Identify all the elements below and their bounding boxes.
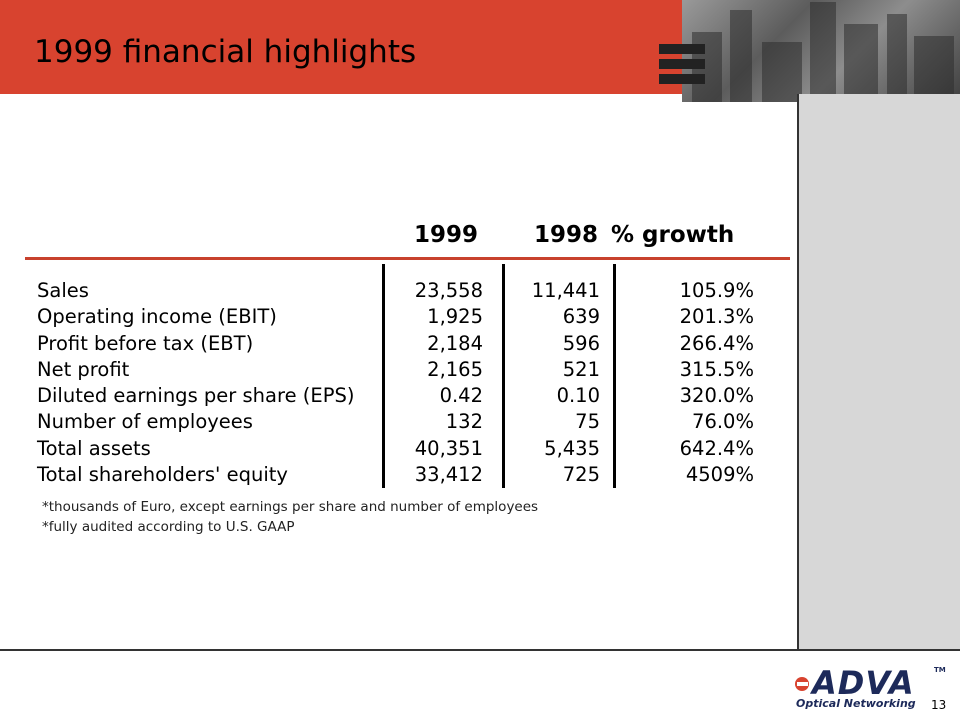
column-divider: [613, 264, 616, 488]
page-number: 13: [931, 698, 947, 712]
table-row: Total assets 40,351 5,435 642.4%: [0, 437, 790, 463]
value-1999: 1,925: [427, 305, 483, 328]
footer-divider: [0, 649, 960, 651]
value-1999: 2,165: [427, 358, 483, 381]
value-1999: 33,412: [414, 463, 483, 486]
adva-logo-mark-icon: [795, 677, 809, 691]
value-1998: 11,441: [531, 279, 600, 302]
value-growth: 105.9%: [679, 279, 754, 302]
header-divider: [25, 257, 790, 260]
city-skyline-photo: [682, 0, 960, 102]
adva-tagline: Optical Networking: [796, 697, 916, 710]
table-row: Profit before tax (EBT) 2,184 596 266.4%: [0, 332, 790, 358]
value-growth: 266.4%: [679, 332, 754, 355]
value-1998: 5,435: [544, 437, 600, 460]
value-growth: 4509%: [685, 463, 754, 486]
row-label: Total assets: [37, 437, 151, 460]
row-label: Sales: [37, 279, 89, 302]
value-growth: 76.0%: [692, 410, 754, 433]
value-growth: 642.4%: [679, 437, 754, 460]
title-band: [0, 0, 690, 94]
table-row: Net profit 2,165 521 315.5%: [0, 358, 790, 384]
column-divider: [382, 264, 385, 488]
adva-logo: ADVA TM Optical Networking: [792, 664, 946, 714]
value-growth: 201.3%: [679, 305, 754, 328]
adva-logo-word: ADVA: [812, 664, 915, 702]
adva-trademark: TM: [934, 666, 946, 674]
value-1998: 596: [562, 332, 600, 355]
row-label: Total shareholders' equity: [37, 463, 288, 486]
row-label: Operating income (EBIT): [37, 305, 277, 328]
value-1999: 0.42: [439, 384, 483, 407]
row-label: Number of employees: [37, 410, 253, 433]
footnote: *fully audited according to U.S. GAAP: [42, 519, 295, 535]
value-growth: 320.0%: [679, 384, 754, 407]
value-1999: 23,558: [414, 279, 483, 302]
three-bars-icon: [659, 44, 705, 88]
value-1998: 639: [562, 305, 600, 328]
column-header-growth: % growth: [611, 222, 735, 248]
row-label: Profit before tax (EBT): [37, 332, 254, 355]
value-1998: 521: [562, 358, 600, 381]
table-row: Diluted earnings per share (EPS) 0.42 0.…: [0, 384, 790, 410]
footnotes: *thousands of Euro, except earnings per …: [42, 497, 538, 537]
table-row: Number of employees 132 75 76.0%: [0, 410, 790, 436]
row-label: Diluted earnings per share (EPS): [37, 384, 355, 407]
side-panel: [797, 94, 960, 650]
row-label: Net profit: [37, 358, 130, 381]
value-1999: 2,184: [427, 332, 483, 355]
column-divider: [502, 264, 505, 488]
value-1998: 725: [562, 463, 600, 486]
value-1998: 0.10: [556, 384, 600, 407]
column-header-1998: 1998: [534, 222, 599, 248]
value-1998: 75: [575, 410, 600, 433]
slide-title: 1999 financial highlights: [34, 34, 417, 70]
table-row: Sales 23,558 11,441 105.9%: [0, 279, 790, 305]
value-1999: 40,351: [414, 437, 483, 460]
table-row: Operating income (EBIT) 1,925 639 201.3%: [0, 305, 790, 331]
table-row: Total shareholders' equity 33,412 725 45…: [0, 463, 790, 489]
column-header-1999: 1999: [414, 222, 479, 248]
value-growth: 315.5%: [679, 358, 754, 381]
footnote: *thousands of Euro, except earnings per …: [42, 499, 539, 515]
value-1999: 132: [445, 410, 483, 433]
